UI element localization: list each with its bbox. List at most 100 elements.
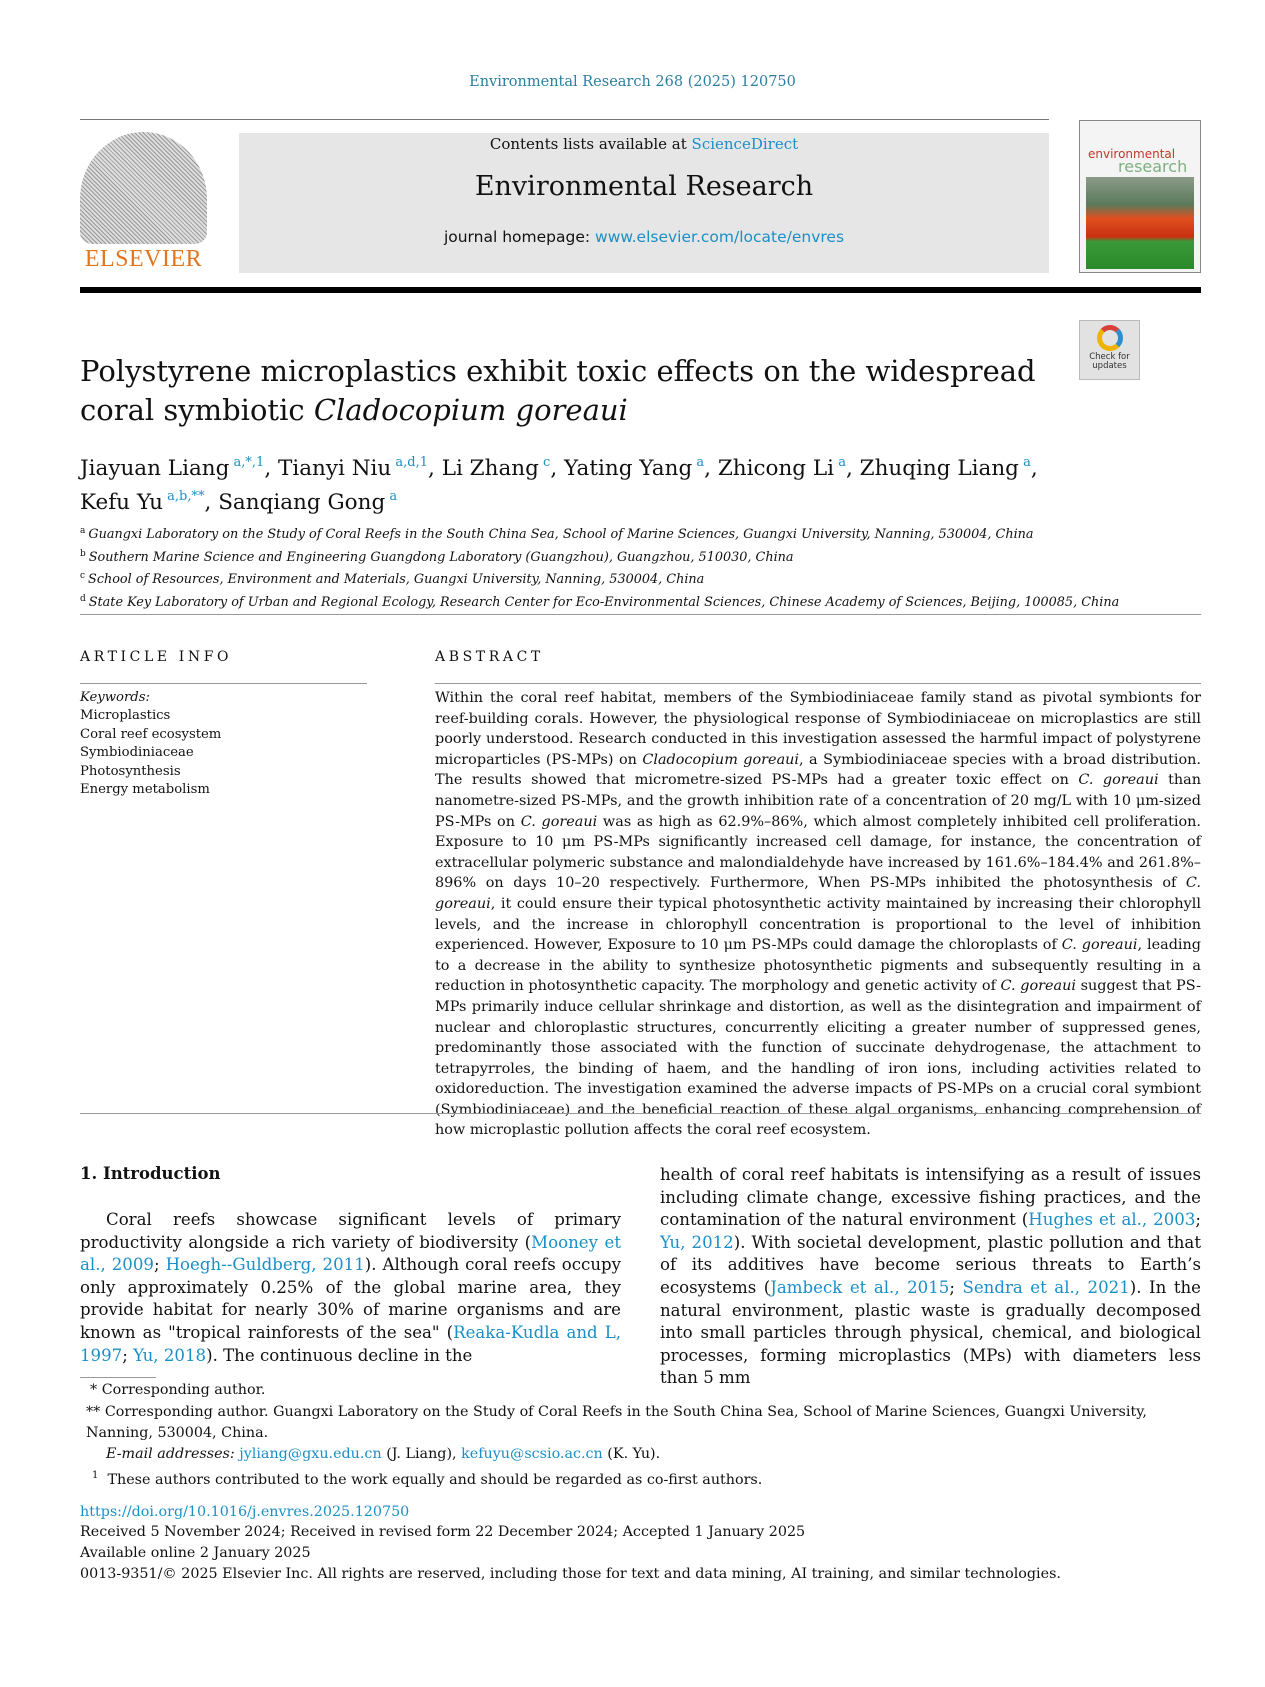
affiliation-text: Guangxi Laboratory on the Study of Coral… (88, 527, 1034, 542)
text-segment: C. goreaui (520, 813, 598, 830)
elsevier-tree-icon (80, 132, 207, 244)
article-info-heading: ARTICLE INFO (80, 649, 233, 665)
text-segment: ). With societal development, plastic po… (660, 1232, 1201, 1297)
citation-link[interactable]: Hoegh--Guldberg, 2011 (165, 1255, 365, 1275)
article-info-rule (80, 683, 367, 684)
author-name[interactable]: Sanqiang Gong (218, 490, 386, 515)
check-for-updates-button[interactable]: Check for updates (1079, 320, 1140, 380)
text-segment: , it could ensure their typical photosyn… (435, 895, 1201, 954)
intro-left-column: Coral reefs showcase significant levels … (80, 1209, 621, 1367)
homepage-prefix: journal homepage: (443, 228, 596, 246)
text-segment: Coral reefs showcase significant levels … (80, 1210, 621, 1252)
text-segment: C. goreaui (1000, 978, 1076, 995)
email-name-liang: (J. Liang), (381, 1446, 462, 1462)
header-bar (80, 287, 1201, 293)
author-name[interactable]: Tianyi Niu (277, 456, 392, 481)
author-affiliation-marker[interactable]: c (538, 455, 551, 470)
homepage-link[interactable]: www.elsevier.com/locate/envres (595, 228, 845, 246)
author-affiliation-marker[interactable]: a (834, 455, 846, 470)
author-name[interactable]: Zhuqing Liang (859, 456, 1019, 481)
text-segment: health of coral reef habitats is intensi… (660, 1165, 1201, 1230)
contents-line: Contents lists available at ScienceDirec… (239, 135, 1049, 153)
check-updates-label: Check for updates (1089, 352, 1130, 371)
text-segment: , leading to a decrease in the ability t… (435, 937, 1201, 995)
introduction-heading: 1. Introduction (80, 1164, 221, 1183)
text-segment: ). Although coral reefs occupy only appr… (80, 1255, 622, 1342)
keyword: Symbiodiniaceae (80, 745, 194, 761)
keywords-label: Keywords: (80, 690, 150, 705)
text-segment: Cladocopium goreaui (642, 751, 800, 768)
citation-link[interactable]: Reaka-Kudla and L, 1997 (80, 1322, 621, 1365)
text-segment: , a Symbiodiniaceae species with a broad… (435, 751, 1201, 789)
cover-image (1086, 177, 1194, 269)
footnote-marker: 1 (92, 1470, 99, 1481)
affiliation-text: State Key Laboratory of Urban and Region… (88, 594, 1120, 610)
journal-header-box: Contents lists available at ScienceDirec… (239, 133, 1049, 273)
footnote-corresponding-1: * Corresponding author. (90, 1382, 266, 1398)
keywords: Keywords: Microplastics Coral reef ecosys… (80, 689, 221, 799)
citation-link[interactable]: Mooney et al., 2009 (80, 1232, 621, 1275)
text-segment: ; (949, 1277, 963, 1297)
author-name[interactable]: Li Zhang (441, 456, 539, 481)
author-name[interactable]: Zhicong Li (717, 456, 835, 481)
author-affiliation-marker[interactable]: a (385, 489, 398, 504)
author-name[interactable]: Yating Yang (563, 456, 693, 481)
author-separator: , (704, 456, 718, 481)
received-dates: Received 5 November 2024; Received in re… (80, 1524, 806, 1540)
author-separator: , (550, 456, 564, 481)
text-segment: ; (1195, 1210, 1201, 1230)
journal-reference[interactable]: Environmental Research 268 (2025) 120750 (469, 74, 796, 90)
abstract-heading: ABSTRACT (435, 649, 544, 665)
text-segment: than nanometre-sized PS-MPs, and the gro… (435, 772, 1201, 830)
journal-title: Environmental Research (474, 171, 814, 202)
author-affiliation-marker[interactable]: a,d,1 (391, 455, 429, 470)
sciencedirect-link[interactable]: ScienceDirect (691, 135, 799, 153)
abstract-text: Within the coral reef habitat, members o… (435, 688, 1201, 1141)
doi-link[interactable]: https://doi.org/10.1016/j.envres.2025.12… (80, 1504, 410, 1520)
intro-right-column: health of coral reef habitats is intensi… (660, 1164, 1201, 1390)
affiliation-b: b Southern Marine Science and Engineering… (80, 545, 1210, 568)
citation-link[interactable]: Jambeck et al., 2015 (770, 1277, 950, 1297)
citation-link[interactable]: Yu, 2012 (660, 1232, 734, 1252)
journal-cover[interactable]: environmental research (1079, 120, 1201, 273)
text-segment: C. goreaui (1061, 937, 1138, 954)
affiliation-key: b (80, 548, 86, 559)
author-name[interactable]: Jiayuan Liang (80, 456, 230, 481)
author-affiliation-marker[interactable]: a (1018, 455, 1031, 470)
text-segment: ). The continuous decline in the (206, 1345, 473, 1365)
copyright: 0013-9351/© 2025 Elsevier Inc. All right… (80, 1566, 1061, 1582)
contents-prefix: Contents lists available at (489, 135, 692, 153)
text-segment: C. goreaui (1078, 772, 1159, 789)
author-list: Jiayuan Liang a,*,1, Tianyi Niu a,d,1, L… (80, 449, 1210, 517)
author-affiliation-marker[interactable]: a (692, 455, 705, 470)
citation-link[interactable]: Sendra et al., 2021 (962, 1277, 1130, 1297)
text-segment: Polystyrene microplastics exhibit toxic … (80, 354, 1036, 427)
text-segment: ). In the natural environment, plastic w… (660, 1277, 1201, 1388)
keyword: Microplastics (80, 708, 171, 724)
affiliation-text: Southern Marine Science and Engineering … (88, 549, 794, 565)
cover-title-2: research (1118, 157, 1188, 176)
author-separator: , (264, 456, 278, 481)
author-affiliation-marker[interactable]: a,b,** (163, 489, 205, 504)
text-segment: Within the coral reef habitat, members o… (435, 690, 1201, 768)
author-separator: , (428, 456, 442, 481)
citation-link[interactable]: Yu, 2018 (133, 1345, 207, 1365)
text-segment: ; (122, 1345, 134, 1365)
citation-link[interactable]: Hughes et al., 2003 (1028, 1210, 1196, 1230)
affiliation-key: a (80, 526, 86, 536)
text-segment: was as high as 62.9%–86%, which almost c… (435, 813, 1201, 892)
section-divider (80, 614, 1201, 615)
author-name[interactable]: Kefu Yu (80, 490, 164, 515)
author-affiliation-marker[interactable]: a,*,1 (229, 455, 265, 470)
keyword: Photosynthesis (80, 763, 181, 779)
keyword: Coral reef ecosystem (80, 726, 222, 742)
abstract-end-divider (80, 1113, 1201, 1114)
elsevier-logo[interactable]: ELSEVIER (80, 132, 207, 274)
email-link-yu[interactable]: kefuyu@scsio.ac.cn (461, 1446, 603, 1462)
footnote-corresponding-2: ** Corresponding author. Guangxi Laborat… (86, 1404, 1147, 1441)
elsevier-wordmark: ELSEVIER (84, 246, 203, 272)
text-segment: suggest that PS-MPs primarily induce cel… (435, 978, 1201, 1139)
footnote-equal-contribution: 1 These authors contributed to the work … (80, 1465, 1201, 1491)
homepage-line: journal homepage: www.elsevier.com/locat… (239, 228, 1049, 246)
email-link-liang[interactable]: jyliang@gxu.edu.cn (239, 1446, 382, 1462)
